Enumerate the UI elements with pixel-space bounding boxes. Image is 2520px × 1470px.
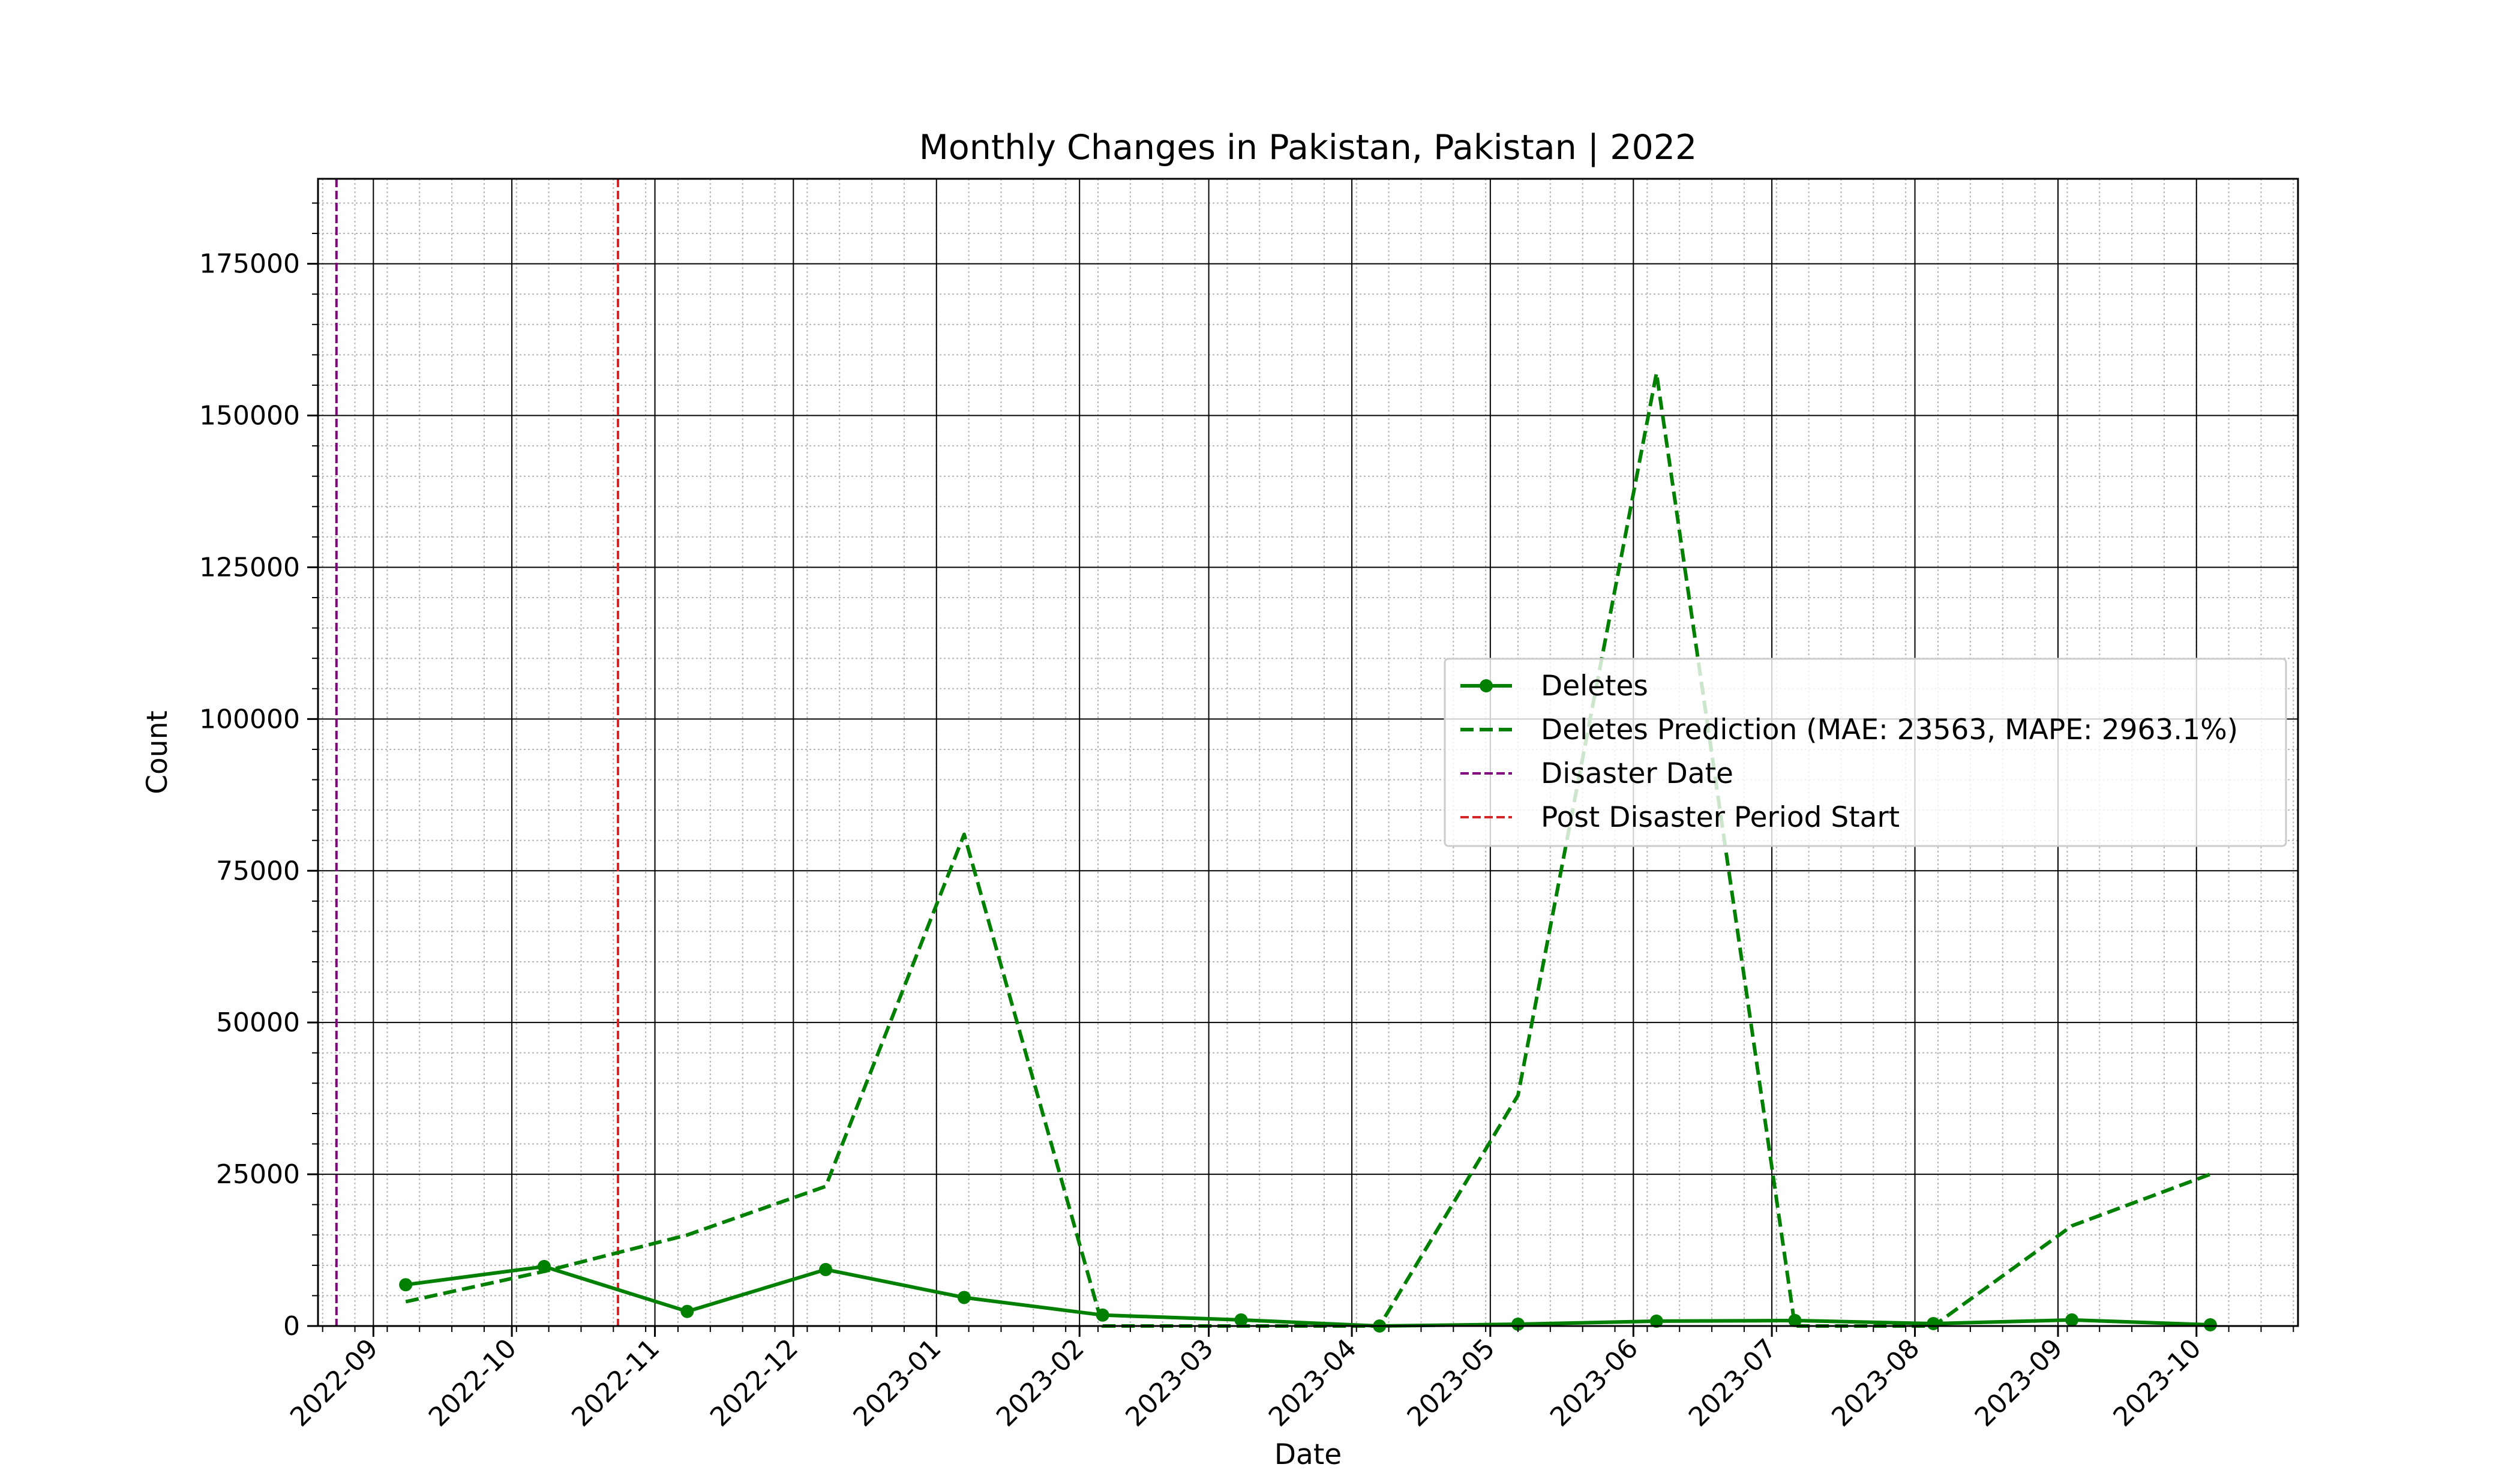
- y-tick-label: 75000: [216, 856, 300, 886]
- y-tick-label: 175000: [199, 249, 300, 280]
- legend-marker: [1480, 679, 1493, 692]
- chart-title: Monthly Changes in Pakistan, Pakistan | …: [919, 128, 1697, 167]
- plot-layer: [335, 179, 2217, 1333]
- legend-box: [1444, 658, 2287, 847]
- data-point: [1234, 1313, 1248, 1327]
- legend-label: Deletes Prediction (MAE: 23563, MAPE: 29…: [1541, 713, 2238, 746]
- prediction-line: [405, 371, 2211, 1328]
- data-point: [2065, 1313, 2079, 1327]
- data-point: [957, 1291, 971, 1304]
- y-tick-label: 150000: [199, 401, 300, 431]
- data-point: [680, 1304, 694, 1318]
- y-tick-label: 100000: [199, 704, 300, 734]
- legend-entry-deletes: Deletes: [1460, 670, 1648, 703]
- y-tick-label: 125000: [199, 552, 300, 583]
- x-axis-title: Date: [1274, 1438, 1342, 1470]
- legend-entry-post-disaster: Post Disaster Period Start: [1460, 801, 1900, 834]
- y-tick-label: 50000: [216, 1007, 300, 1038]
- legend-label: Disaster Date: [1541, 757, 1733, 790]
- y-tick-label: 25000: [216, 1159, 300, 1190]
- data-point: [1511, 1317, 1525, 1331]
- legend-label: Post Disaster Period Start: [1541, 801, 1900, 834]
- y-tick-label: 0: [283, 1311, 300, 1342]
- y-axis-title: Count: [141, 710, 174, 794]
- legend-label: Deletes: [1541, 670, 1648, 703]
- data-point: [819, 1262, 833, 1276]
- deletes-line: [405, 1264, 2210, 1328]
- legend: Deletes Deletes Prediction (MAE: 23563, M…: [1444, 658, 2287, 847]
- data-point: [399, 1278, 413, 1292]
- plot-frame: [317, 178, 2299, 1327]
- legend-entry-disaster-date: Disaster Date: [1460, 757, 1733, 790]
- data-point: [2203, 1318, 2217, 1331]
- data-point: [1649, 1314, 1663, 1328]
- legend-entry-prediction: Deletes Prediction (MAE: 23563, MAPE: 29…: [1460, 713, 2238, 746]
